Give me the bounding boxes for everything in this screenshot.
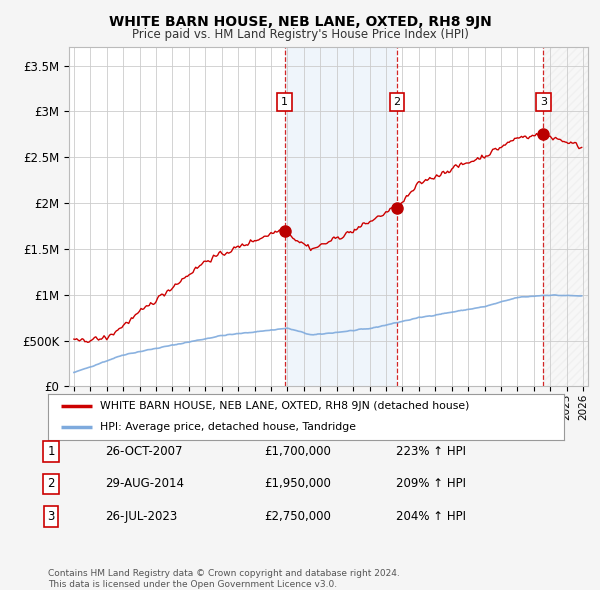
Text: 3: 3	[540, 97, 547, 107]
Text: 26-JUL-2023: 26-JUL-2023	[105, 510, 177, 523]
Text: 1: 1	[47, 445, 55, 458]
Text: 204% ↑ HPI: 204% ↑ HPI	[396, 510, 466, 523]
Text: 2: 2	[394, 97, 401, 107]
Bar	[544, 47, 588, 386]
Text: 26-OCT-2007: 26-OCT-2007	[105, 445, 182, 458]
Text: £1,950,000: £1,950,000	[264, 477, 331, 490]
Text: £1,700,000: £1,700,000	[264, 445, 331, 458]
Text: WHITE BARN HOUSE, NEB LANE, OXTED, RH8 9JN (detached house): WHITE BARN HOUSE, NEB LANE, OXTED, RH8 9…	[100, 401, 469, 411]
Bar	[284, 47, 397, 386]
Text: 2: 2	[47, 477, 55, 490]
Text: 1: 1	[281, 97, 288, 107]
Text: 209% ↑ HPI: 209% ↑ HPI	[396, 477, 466, 490]
Text: Contains HM Land Registry data © Crown copyright and database right 2024.
This d: Contains HM Land Registry data © Crown c…	[48, 569, 400, 589]
Text: 223% ↑ HPI: 223% ↑ HPI	[396, 445, 466, 458]
Bar	[544, 47, 588, 386]
Text: HPI: Average price, detached house, Tandridge: HPI: Average price, detached house, Tand…	[100, 422, 356, 432]
Text: £2,750,000: £2,750,000	[264, 510, 331, 523]
Text: Price paid vs. HM Land Registry's House Price Index (HPI): Price paid vs. HM Land Registry's House …	[131, 28, 469, 41]
Text: 29-AUG-2014: 29-AUG-2014	[105, 477, 184, 490]
Text: WHITE BARN HOUSE, NEB LANE, OXTED, RH8 9JN: WHITE BARN HOUSE, NEB LANE, OXTED, RH8 9…	[109, 15, 491, 29]
Text: 3: 3	[47, 510, 55, 523]
